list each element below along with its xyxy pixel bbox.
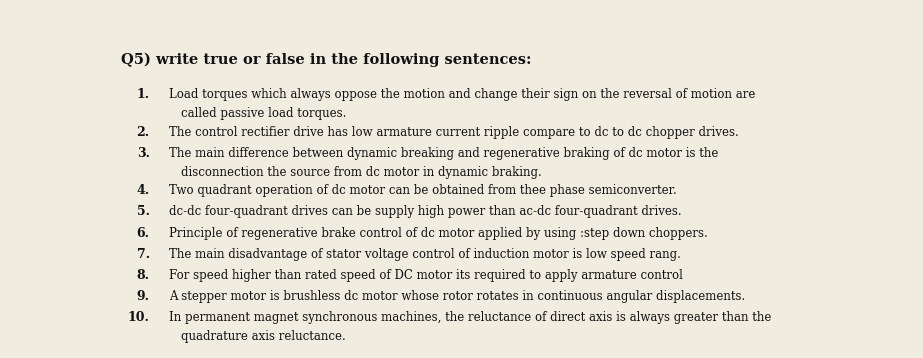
Text: A stepper motor is brushless dc motor whose rotor rotates in continuous angular : A stepper motor is brushless dc motor wh… (169, 290, 745, 303)
Text: The main difference between dynamic breaking and regenerative braking of dc moto: The main difference between dynamic brea… (169, 147, 718, 160)
Text: 4.: 4. (137, 184, 150, 197)
Text: The main disadvantage of stator voltage control of induction motor is low speed : The main disadvantage of stator voltage … (169, 248, 681, 261)
Text: 3.: 3. (137, 147, 150, 160)
Text: The control rectifier drive has low armature current ripple compare to dc to dc : The control rectifier drive has low arma… (169, 126, 738, 139)
Text: Load torques which always oppose the motion and change their sign on the reversa: Load torques which always oppose the mot… (169, 88, 755, 101)
Text: 9.: 9. (137, 290, 150, 303)
Text: 10.: 10. (128, 311, 150, 324)
Text: 8.: 8. (137, 269, 150, 282)
Text: 6.: 6. (137, 227, 150, 240)
Text: dc-dc four-quadrant drives can be supply high power than ac-dc four-quadrant dri: dc-dc four-quadrant drives can be supply… (169, 205, 682, 218)
Text: 5.: 5. (137, 205, 150, 218)
Text: write true or false in the following sentences:: write true or false in the following sen… (151, 53, 532, 67)
Text: disconnection the source from dc motor in dynamic braking.: disconnection the source from dc motor i… (181, 165, 542, 179)
Text: Principle of regenerative brake control of dc motor applied by using :step down : Principle of regenerative brake control … (169, 227, 708, 240)
Text: quadrature axis reluctance.: quadrature axis reluctance. (181, 330, 346, 343)
Text: Q5): Q5) (121, 53, 156, 67)
Text: called passive load torques.: called passive load torques. (181, 107, 346, 120)
Text: Two quadrant operation of dc motor can be obtained from thee phase semiconverter: Two quadrant operation of dc motor can b… (169, 184, 677, 197)
Text: 1.: 1. (137, 88, 150, 101)
Text: For speed higher than rated speed of DC motor its required to apply armature con: For speed higher than rated speed of DC … (169, 269, 683, 282)
Text: In permanent magnet synchronous machines, the reluctance of direct axis is alway: In permanent magnet synchronous machines… (169, 311, 772, 324)
Text: 2.: 2. (137, 126, 150, 139)
Text: 7.: 7. (137, 248, 150, 261)
